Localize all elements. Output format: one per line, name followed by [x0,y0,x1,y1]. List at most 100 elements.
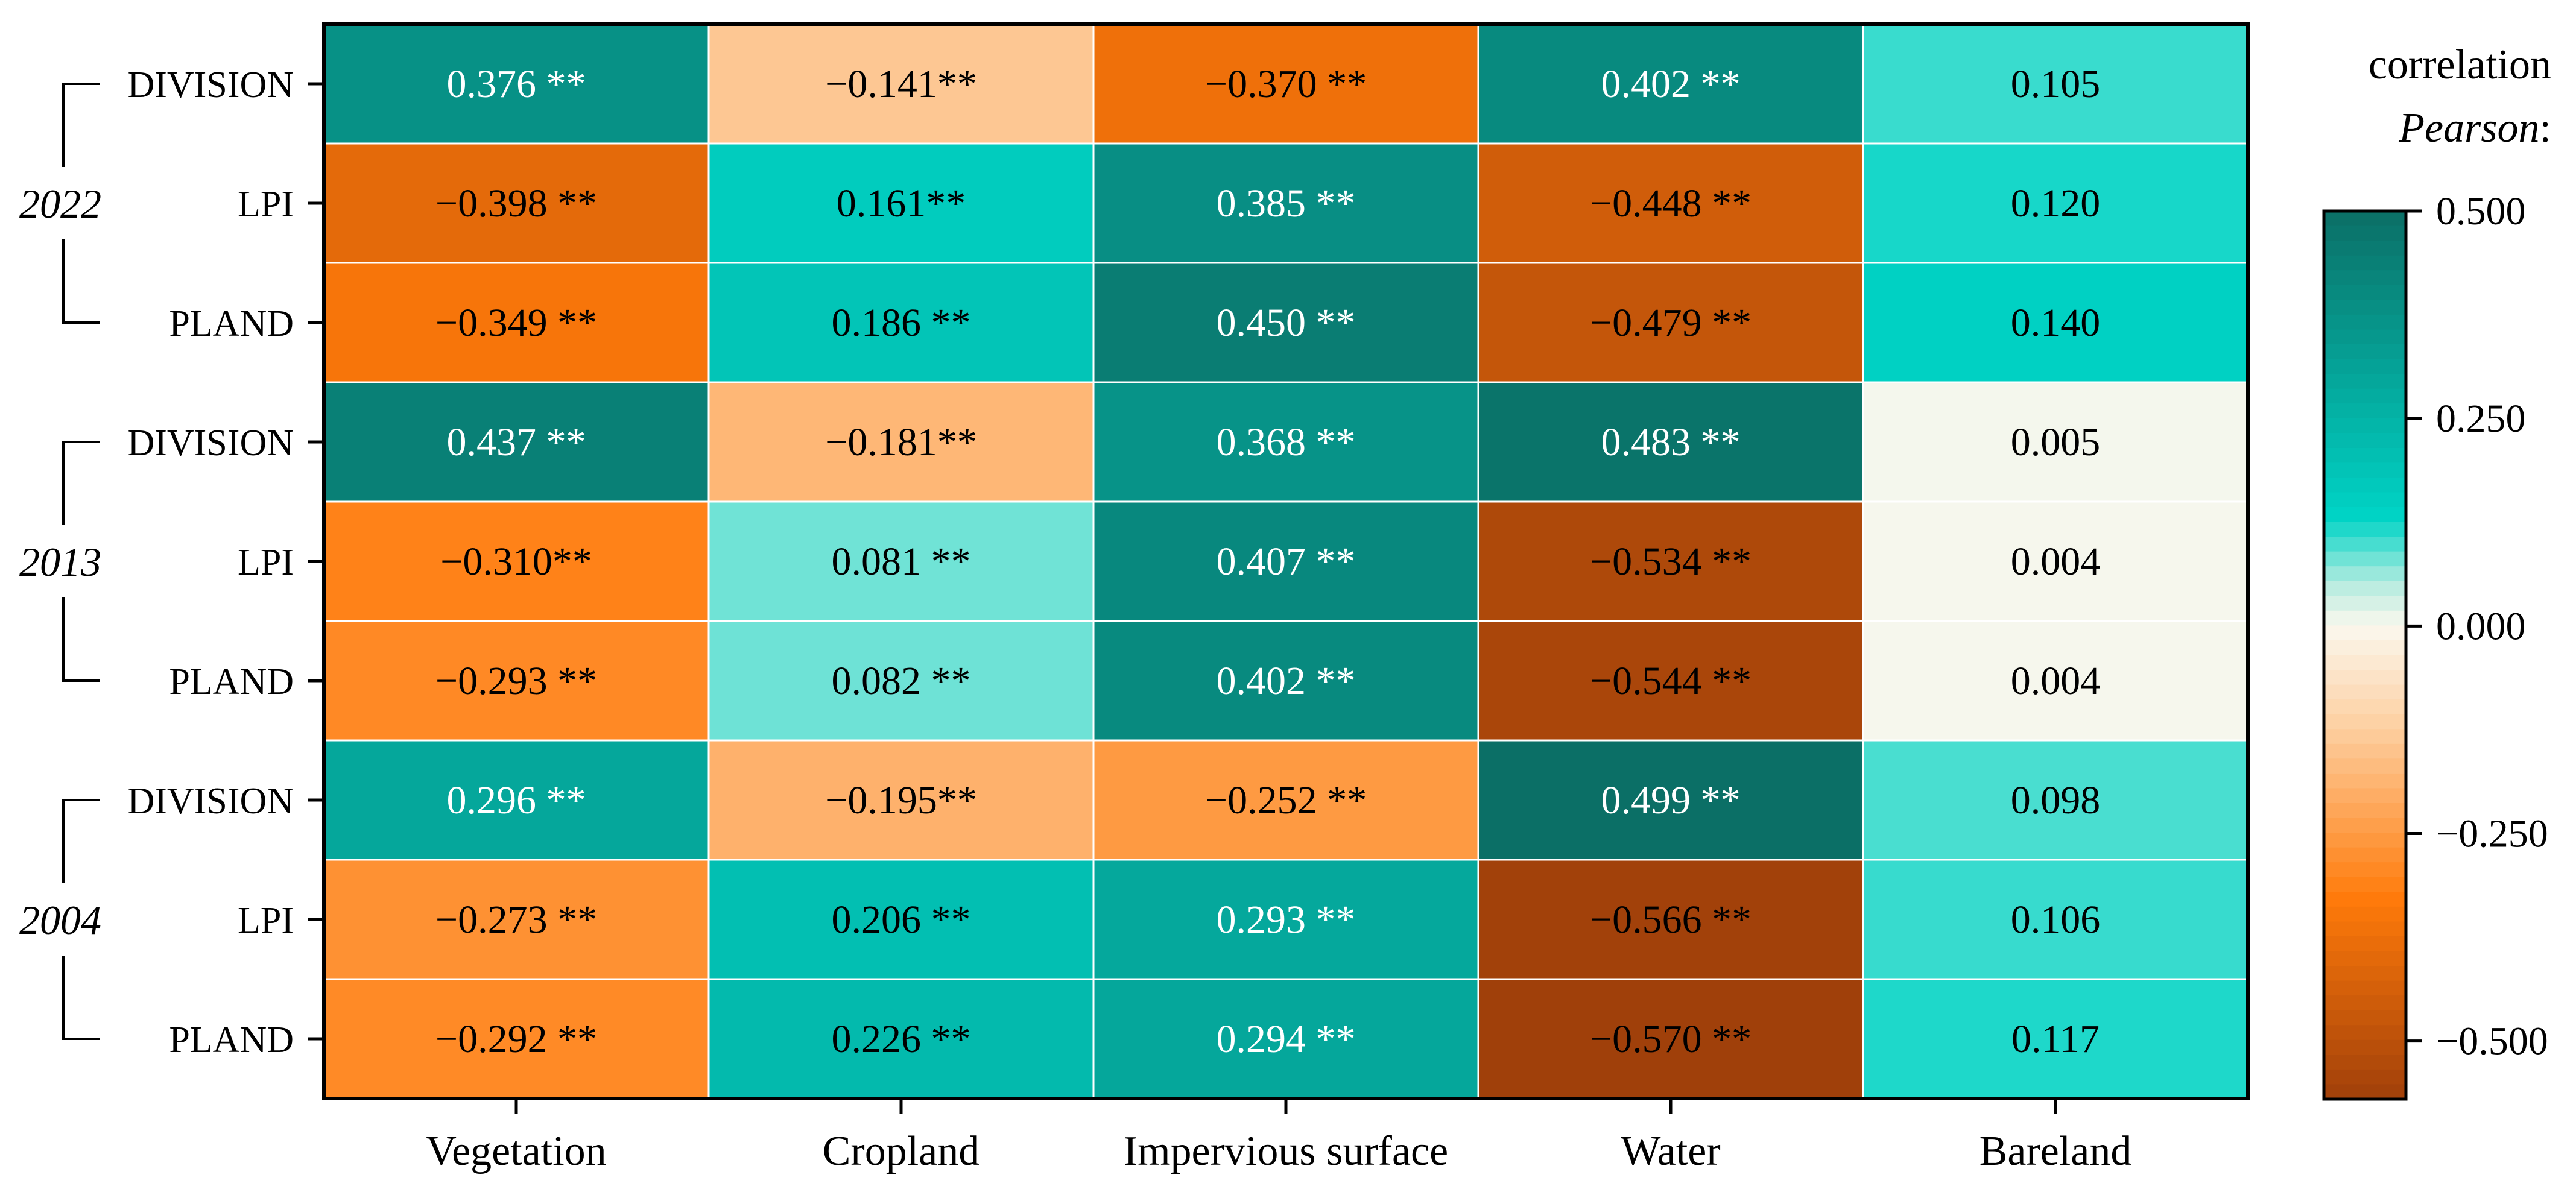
colorbar-segment [2324,447,2406,464]
y-tick-label: DIVISION [127,781,294,822]
colorbar-segment [2324,300,2406,315]
colorbar-segment [2324,670,2406,686]
colorbar-segment [2324,862,2406,878]
heatmap-cell [1478,860,1863,979]
colorbar-segment [2324,225,2406,242]
heatmap-cell [1478,621,1863,740]
heatmap-cell [709,502,1093,621]
colorbar-tick-label: 0.000 [2436,604,2526,648]
colorbar-segment [2324,492,2406,508]
heatmap-cell [1478,979,1863,1099]
cell-value-label: −0.292 ** [435,1017,597,1061]
colorbar-segment [2324,522,2406,538]
heatmap-cell [709,740,1093,860]
colorbar-legend: 0.500 0.250 0.000 −0.250 −0.500 correlation Pe… [2322,42,2551,1101]
cell-value-label: −0.448 ** [1590,181,1752,225]
colorbar-segment [2324,537,2406,552]
cell-value-label: 0.082 ** [832,659,971,703]
colorbar-title-line1: correlation [2369,42,2551,88]
colorbar-segment [2324,344,2406,360]
cell-value-label: 0.098 [2011,778,2101,822]
cell-value-label: 0.120 [2011,181,2101,225]
colorbar-segment [2324,743,2406,760]
heatmap-cell [324,860,709,979]
colorbar-segment [2324,966,2406,982]
colorbar-segment [2324,1069,2406,1085]
cell-value-label: −0.273 ** [435,898,597,942]
colorbar-segment [2324,359,2406,375]
x-tick-label: Cropland [823,1128,980,1174]
heatmap-cell [1863,382,2248,502]
x-tick-label: Impervious surface [1124,1128,1448,1174]
colorbar-segment [2324,877,2406,893]
cell-value-label: 0.407 ** [1217,540,1356,584]
colorbar-segment [2324,418,2406,434]
colorbar-segment [2324,714,2406,730]
colorbar-segment [2324,1055,2406,1070]
cell-value-label: 0.402 ** [1601,62,1741,106]
cell-value-label: 0.483 ** [1601,420,1741,464]
cell-value-label: 0.226 ** [832,1017,971,1061]
heatmap-cell [324,740,709,860]
colorbar-segment [2324,285,2406,301]
colorbar-segment [2324,403,2406,419]
colorbar-segment [2324,818,2406,834]
cell-value-label: 0.376 ** [447,62,586,106]
colorbar-segment [2324,1010,2406,1026]
colorbar-frame [2322,209,2408,1101]
heatmap-cell [324,24,709,143]
colorbar-segment [2324,906,2406,922]
colorbar-segment [2324,314,2406,330]
cell-value-label: 0.081 ** [832,540,971,584]
colorbar-segment [2324,892,2406,907]
heatmap-grid [324,24,2248,1099]
colorbar-segment [2324,729,2406,745]
heatmap-cell [709,263,1093,382]
cell-value-label: −0.195** [825,778,977,822]
cell-value-label: 0.106 [2011,898,2101,942]
cell-value-label: −0.141** [825,62,977,106]
colorbar-segment [2324,462,2406,478]
cell-value-label: 0.186 ** [832,301,971,345]
cell-value-label: 0.140 [2011,301,2101,345]
cell-value-label: −0.570 ** [1590,1017,1752,1061]
heatmap-cell [709,860,1093,979]
colorbar-segment [2324,995,2406,1011]
colorbar-segment [2324,610,2406,626]
heatmap-cell [709,24,1093,143]
heatmap-cell [709,382,1093,502]
group-bracket [62,441,100,682]
colorbar-segment [2324,847,2406,863]
colorbar-segment [2324,433,2406,449]
heatmap-cell [324,263,709,382]
heatmap-cell [1863,740,2248,860]
y-tick-label: DIVISION [127,65,294,106]
heatmap-cell [1863,143,2248,263]
heatmap-cell [709,143,1093,263]
heatmap-cell [324,502,709,621]
y-tick-label: LPI [238,542,294,583]
heatmap-cell [709,621,1093,740]
cell-value-label: −0.349 ** [435,301,597,345]
colorbar-segment [2324,270,2406,286]
group-year-label: 2013 [19,539,101,585]
cell-value-label: 0.296 ** [447,778,586,822]
cell-value-label: 0.117 [2011,1017,2100,1061]
heatmap-value-labels: 0.376 ** −0.141** −0.370 ** 0.402 ** 0.105 −0… [435,62,2100,1061]
colorbar-segment [2324,980,2406,997]
cell-value-label: 0.437 ** [447,420,586,464]
cell-value-label: −0.544 ** [1590,659,1752,703]
cell-value-label: −0.479 ** [1590,301,1752,345]
colorbar-segment [2324,1084,2406,1100]
heatmap-cell [1863,979,2248,1099]
cell-value-label: 0.499 ** [1601,778,1741,822]
colorbar-segment [2324,388,2406,405]
colorbar-segment [2324,788,2406,804]
group-year-label: 2004 [19,897,101,943]
x-tick-label: Vegetation [426,1128,606,1174]
colorbar-segment [2324,566,2406,582]
cell-value-label: −0.566 ** [1590,898,1752,942]
heatmap-cell [1478,24,1863,143]
cell-value-label: 0.294 ** [1217,1017,1356,1061]
